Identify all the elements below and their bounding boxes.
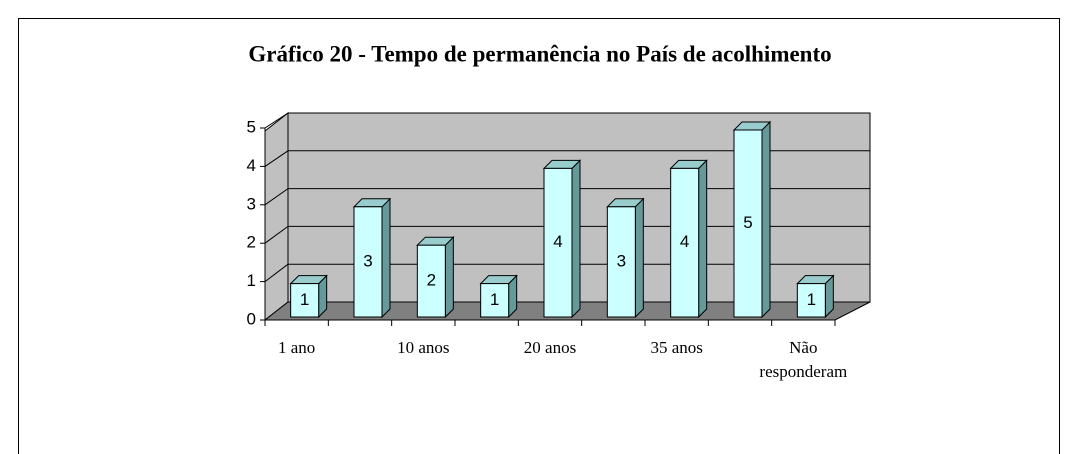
bar — [353, 206, 383, 318]
chart-title: Gráfico 20 - Tempo de permanência no Paí… — [248, 41, 831, 66]
x-tick-label: Não responderam — [759, 338, 848, 381]
bar-side — [698, 159, 708, 319]
data-label: 4 — [680, 232, 689, 251]
data-label: 1 — [807, 290, 816, 309]
data-label: 1 — [300, 290, 309, 309]
bar-side — [761, 120, 771, 319]
x-tick-label: 35 anos — [650, 338, 703, 357]
side-wall — [264, 111, 289, 322]
bar — [733, 129, 763, 318]
bar — [416, 244, 446, 318]
bar — [290, 283, 320, 318]
x-tick-label: 10 anos — [397, 338, 450, 357]
y-tick-label: 1 — [247, 271, 256, 290]
bar — [796, 283, 826, 318]
y-tick-label: 3 — [247, 194, 256, 213]
grid-line — [264, 225, 289, 244]
chart-border — [18, 18, 1060, 454]
y-tick-label: 0 — [247, 309, 256, 328]
bar-side — [444, 235, 454, 319]
x-tick-label: 1 ano — [278, 338, 316, 357]
x-tick-label: 20 anos — [523, 338, 577, 357]
bar — [670, 167, 700, 318]
bar — [543, 167, 573, 318]
data-label: 3 — [363, 251, 372, 270]
bar-side — [381, 197, 391, 319]
bar-side — [634, 197, 644, 319]
data-label: 4 — [553, 232, 562, 251]
grid-line — [264, 188, 289, 206]
data-label: 3 — [617, 251, 626, 270]
data-label: 5 — [743, 213, 752, 232]
y-tick-label: 2 — [247, 233, 256, 252]
grid-line — [264, 112, 289, 129]
y-tick-label: 4 — [247, 156, 256, 175]
data-label: 2 — [427, 271, 436, 290]
grid-line — [264, 263, 289, 282]
bar — [480, 283, 510, 318]
data-label: 1 — [490, 290, 499, 309]
grid-line — [264, 150, 289, 167]
bar — [606, 206, 636, 318]
y-tick-label: 5 — [247, 117, 256, 136]
bar-side — [571, 159, 581, 319]
